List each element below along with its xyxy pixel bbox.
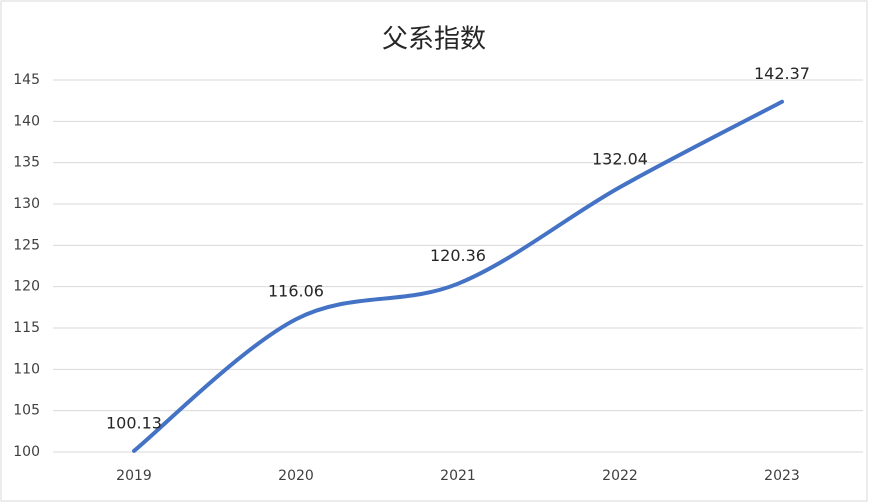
y-tick-label: 145 [13,72,40,88]
chart-title: 父系指数 [382,25,486,55]
data-label: 100.13 [106,413,162,432]
data-label: 132.04 [592,150,648,169]
x-tick-label: 2019 [116,468,152,484]
y-tick-label: 105 [13,403,40,419]
y-tick-label: 110 [13,361,40,377]
data-label: 116.06 [268,282,324,301]
x-tick-label: 2021 [440,468,476,484]
y-tick-label: 130 [13,196,40,212]
y-tick-label: 115 [13,320,40,336]
x-tick-label: 2023 [764,468,800,484]
y-tick-label: 135 [13,155,40,171]
y-tick-label: 100 [13,444,40,460]
data-label: 142.37 [754,64,810,83]
line [132,99,784,453]
y-tick-label: 120 [13,279,40,295]
y-tick-label: 125 [13,237,40,253]
x-tick-label: 2020 [278,468,314,484]
y-tick-label: 140 [13,113,40,129]
data-label: 120.36 [430,246,486,265]
x-tick-label: 2022 [602,468,638,484]
